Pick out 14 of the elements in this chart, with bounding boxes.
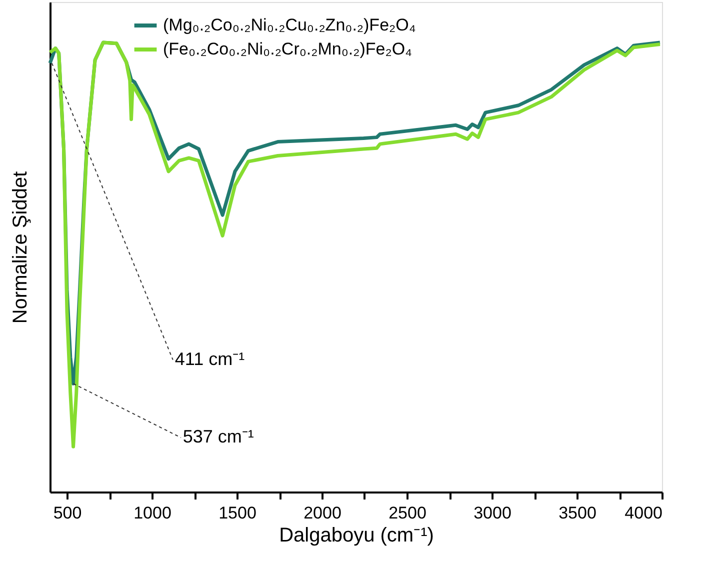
x-tick-label: 500 bbox=[53, 504, 82, 522]
legend-label: (Mg₀.₂Co₀.₂Ni₀.₂Cu₀.₂Zn₀.₂)Fe₂O₄ bbox=[163, 16, 416, 34]
y-axis-title: Normalize Şiddet bbox=[10, 170, 32, 324]
x-axis-title: Dalgaboyu (cm⁻¹) bbox=[279, 524, 434, 546]
legend-label: (Fe₀.₂Co₀.₂Ni₀.₂Cr₀.₂Mn₀.₂)Fe₂O₄ bbox=[163, 40, 412, 58]
x-tick-label: 2500 bbox=[388, 504, 426, 522]
x-tick-label: 4000 bbox=[624, 504, 662, 522]
x-tick-label: 3500 bbox=[558, 504, 596, 522]
x-tick-label: 2000 bbox=[304, 504, 342, 522]
x-tick-label: 1000 bbox=[134, 504, 172, 522]
annotation: 537 cm⁻¹ bbox=[182, 426, 254, 447]
x-tick-label: 3000 bbox=[474, 504, 512, 522]
x-tick-label: 1500 bbox=[218, 504, 256, 522]
annotation: 411 cm⁻¹ bbox=[174, 348, 245, 369]
